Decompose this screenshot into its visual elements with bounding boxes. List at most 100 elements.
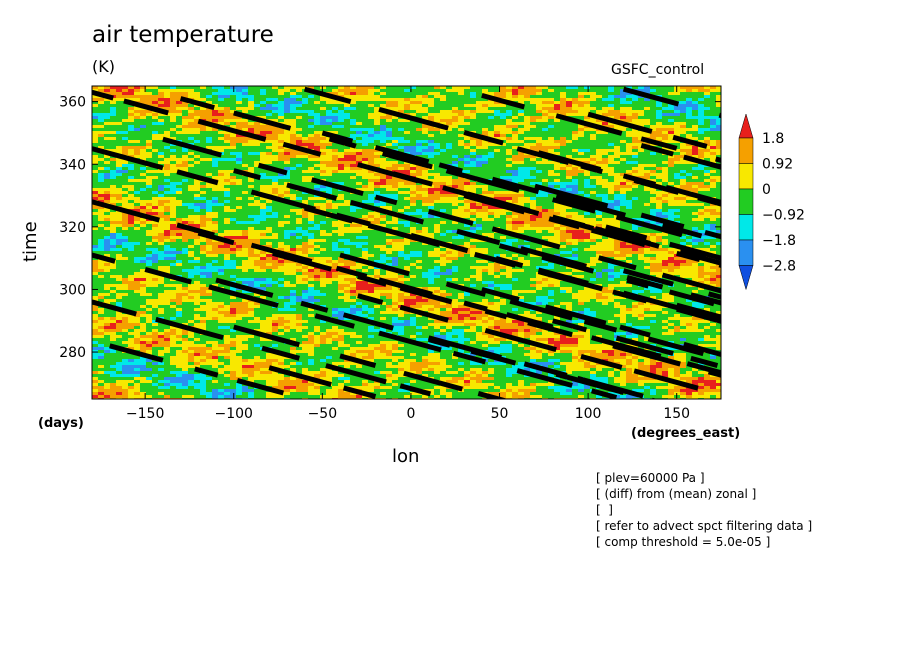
- heatmap-cell: [590, 128, 597, 132]
- heatmap-cell: [656, 89, 663, 93]
- heatmap-cell: [350, 179, 357, 183]
- heatmap-cell: [626, 86, 633, 90]
- heatmap-cell: [710, 167, 717, 171]
- heatmap-cell: [590, 137, 597, 141]
- heatmap-cell: [134, 224, 141, 228]
- heatmap-cell: [434, 221, 441, 225]
- heatmap-cell: [170, 128, 177, 132]
- heatmap-cell: [686, 170, 693, 174]
- heatmap-cell: [596, 215, 603, 219]
- heatmap-cell: [410, 185, 417, 189]
- heatmap-cell: [434, 185, 441, 189]
- heatmap-cell: [686, 107, 693, 111]
- heatmap-cell: [422, 113, 429, 117]
- heatmap-cell: [290, 89, 297, 93]
- heatmap-cell: [476, 152, 483, 156]
- heatmap-cell: [644, 122, 651, 126]
- heatmap-cell: [440, 89, 447, 93]
- heatmap-cell: [188, 134, 195, 138]
- heatmap-cell: [338, 161, 345, 165]
- heatmap-cell: [662, 215, 669, 219]
- heatmap-cell: [170, 155, 177, 159]
- heatmap-cell: [554, 179, 561, 183]
- heatmap-cell: [692, 170, 699, 174]
- heatmap-cell: [710, 101, 717, 105]
- heatmap-cell: [500, 155, 507, 159]
- heatmap-cell: [344, 212, 351, 216]
- heatmap-cell: [104, 107, 111, 111]
- heatmap-cell: [230, 203, 237, 207]
- heatmap-cell: [266, 170, 273, 174]
- heatmap-cell: [146, 128, 153, 132]
- heatmap-cell: [452, 221, 459, 225]
- heatmap-cell: [218, 89, 225, 93]
- heatmap-cell: [158, 218, 165, 222]
- heatmap-cell: [248, 218, 255, 222]
- heatmap-cell: [398, 185, 405, 189]
- heatmap-cell: [104, 113, 111, 117]
- heatmap-cell: [380, 206, 387, 210]
- heatmap-cell: [332, 92, 339, 96]
- heatmap-cell: [542, 206, 549, 210]
- heatmap-cell: [464, 164, 471, 168]
- heatmap-cell: [176, 131, 183, 135]
- heatmap-cell: [380, 131, 387, 135]
- heatmap-cell: [266, 152, 273, 156]
- heatmap-cell: [536, 158, 543, 162]
- heatmap-cell: [236, 200, 243, 204]
- heatmap-cell: [140, 113, 147, 117]
- heatmap-cell: [554, 164, 561, 168]
- heatmap-cell: [500, 86, 507, 90]
- heatmap-cell: [374, 212, 381, 216]
- heatmap-cell: [302, 164, 309, 168]
- heatmap-cell: [278, 212, 285, 216]
- heatmap-cell: [398, 98, 405, 102]
- heatmap-cell: [296, 134, 303, 138]
- heatmap-cell: [212, 194, 219, 198]
- heatmap-cell: [524, 143, 531, 147]
- heatmap-cell: [434, 95, 441, 99]
- heatmap-cell: [284, 212, 291, 216]
- heatmap-cell: [524, 173, 531, 177]
- heatmap-cell: [584, 182, 591, 186]
- heatmap-cell: [344, 206, 351, 210]
- heatmap-cell: [152, 197, 159, 201]
- heatmap-cell: [308, 194, 315, 198]
- heatmap-cell: [116, 170, 123, 174]
- heatmap-cell: [464, 107, 471, 111]
- heatmap-cell: [560, 146, 567, 150]
- heatmap-cell: [434, 131, 441, 135]
- heatmap-cell: [320, 122, 327, 126]
- heatmap-cell: [248, 215, 255, 219]
- heatmap-cell: [206, 158, 213, 162]
- heatmap-cell: [248, 143, 255, 147]
- heatmap-cell: [98, 101, 105, 105]
- heatmap-cell: [476, 203, 483, 207]
- heatmap-cell: [128, 137, 135, 141]
- heatmap-cell: [230, 182, 237, 186]
- heatmap-cell: [422, 224, 429, 228]
- heatmap-cell: [230, 215, 237, 219]
- heatmap-cell: [218, 149, 225, 153]
- heatmap-cell: [272, 143, 279, 147]
- heatmap-cell: [176, 146, 183, 150]
- heatmap-cell: [206, 197, 213, 201]
- heatmap-cell: [248, 200, 255, 204]
- heatmap-cell: [650, 212, 657, 216]
- heatmap-cell: [302, 155, 309, 159]
- heatmap-cell: [212, 173, 219, 177]
- heatmap-cell: [692, 110, 699, 114]
- heatmap-cell: [194, 179, 201, 183]
- heatmap-cell: [164, 86, 171, 90]
- heatmap-cell: [194, 185, 201, 189]
- heatmap-cell: [392, 89, 399, 93]
- heatmap-cell: [464, 119, 471, 123]
- heatmap-cell: [404, 98, 411, 102]
- heatmap-cell: [386, 176, 393, 180]
- heatmap-cell: [602, 143, 609, 147]
- heatmap-cell: [422, 152, 429, 156]
- heatmap-cell: [248, 95, 255, 99]
- heatmap-cell: [272, 215, 279, 219]
- heatmap-cell: [362, 188, 369, 192]
- heatmap-cell: [422, 173, 429, 177]
